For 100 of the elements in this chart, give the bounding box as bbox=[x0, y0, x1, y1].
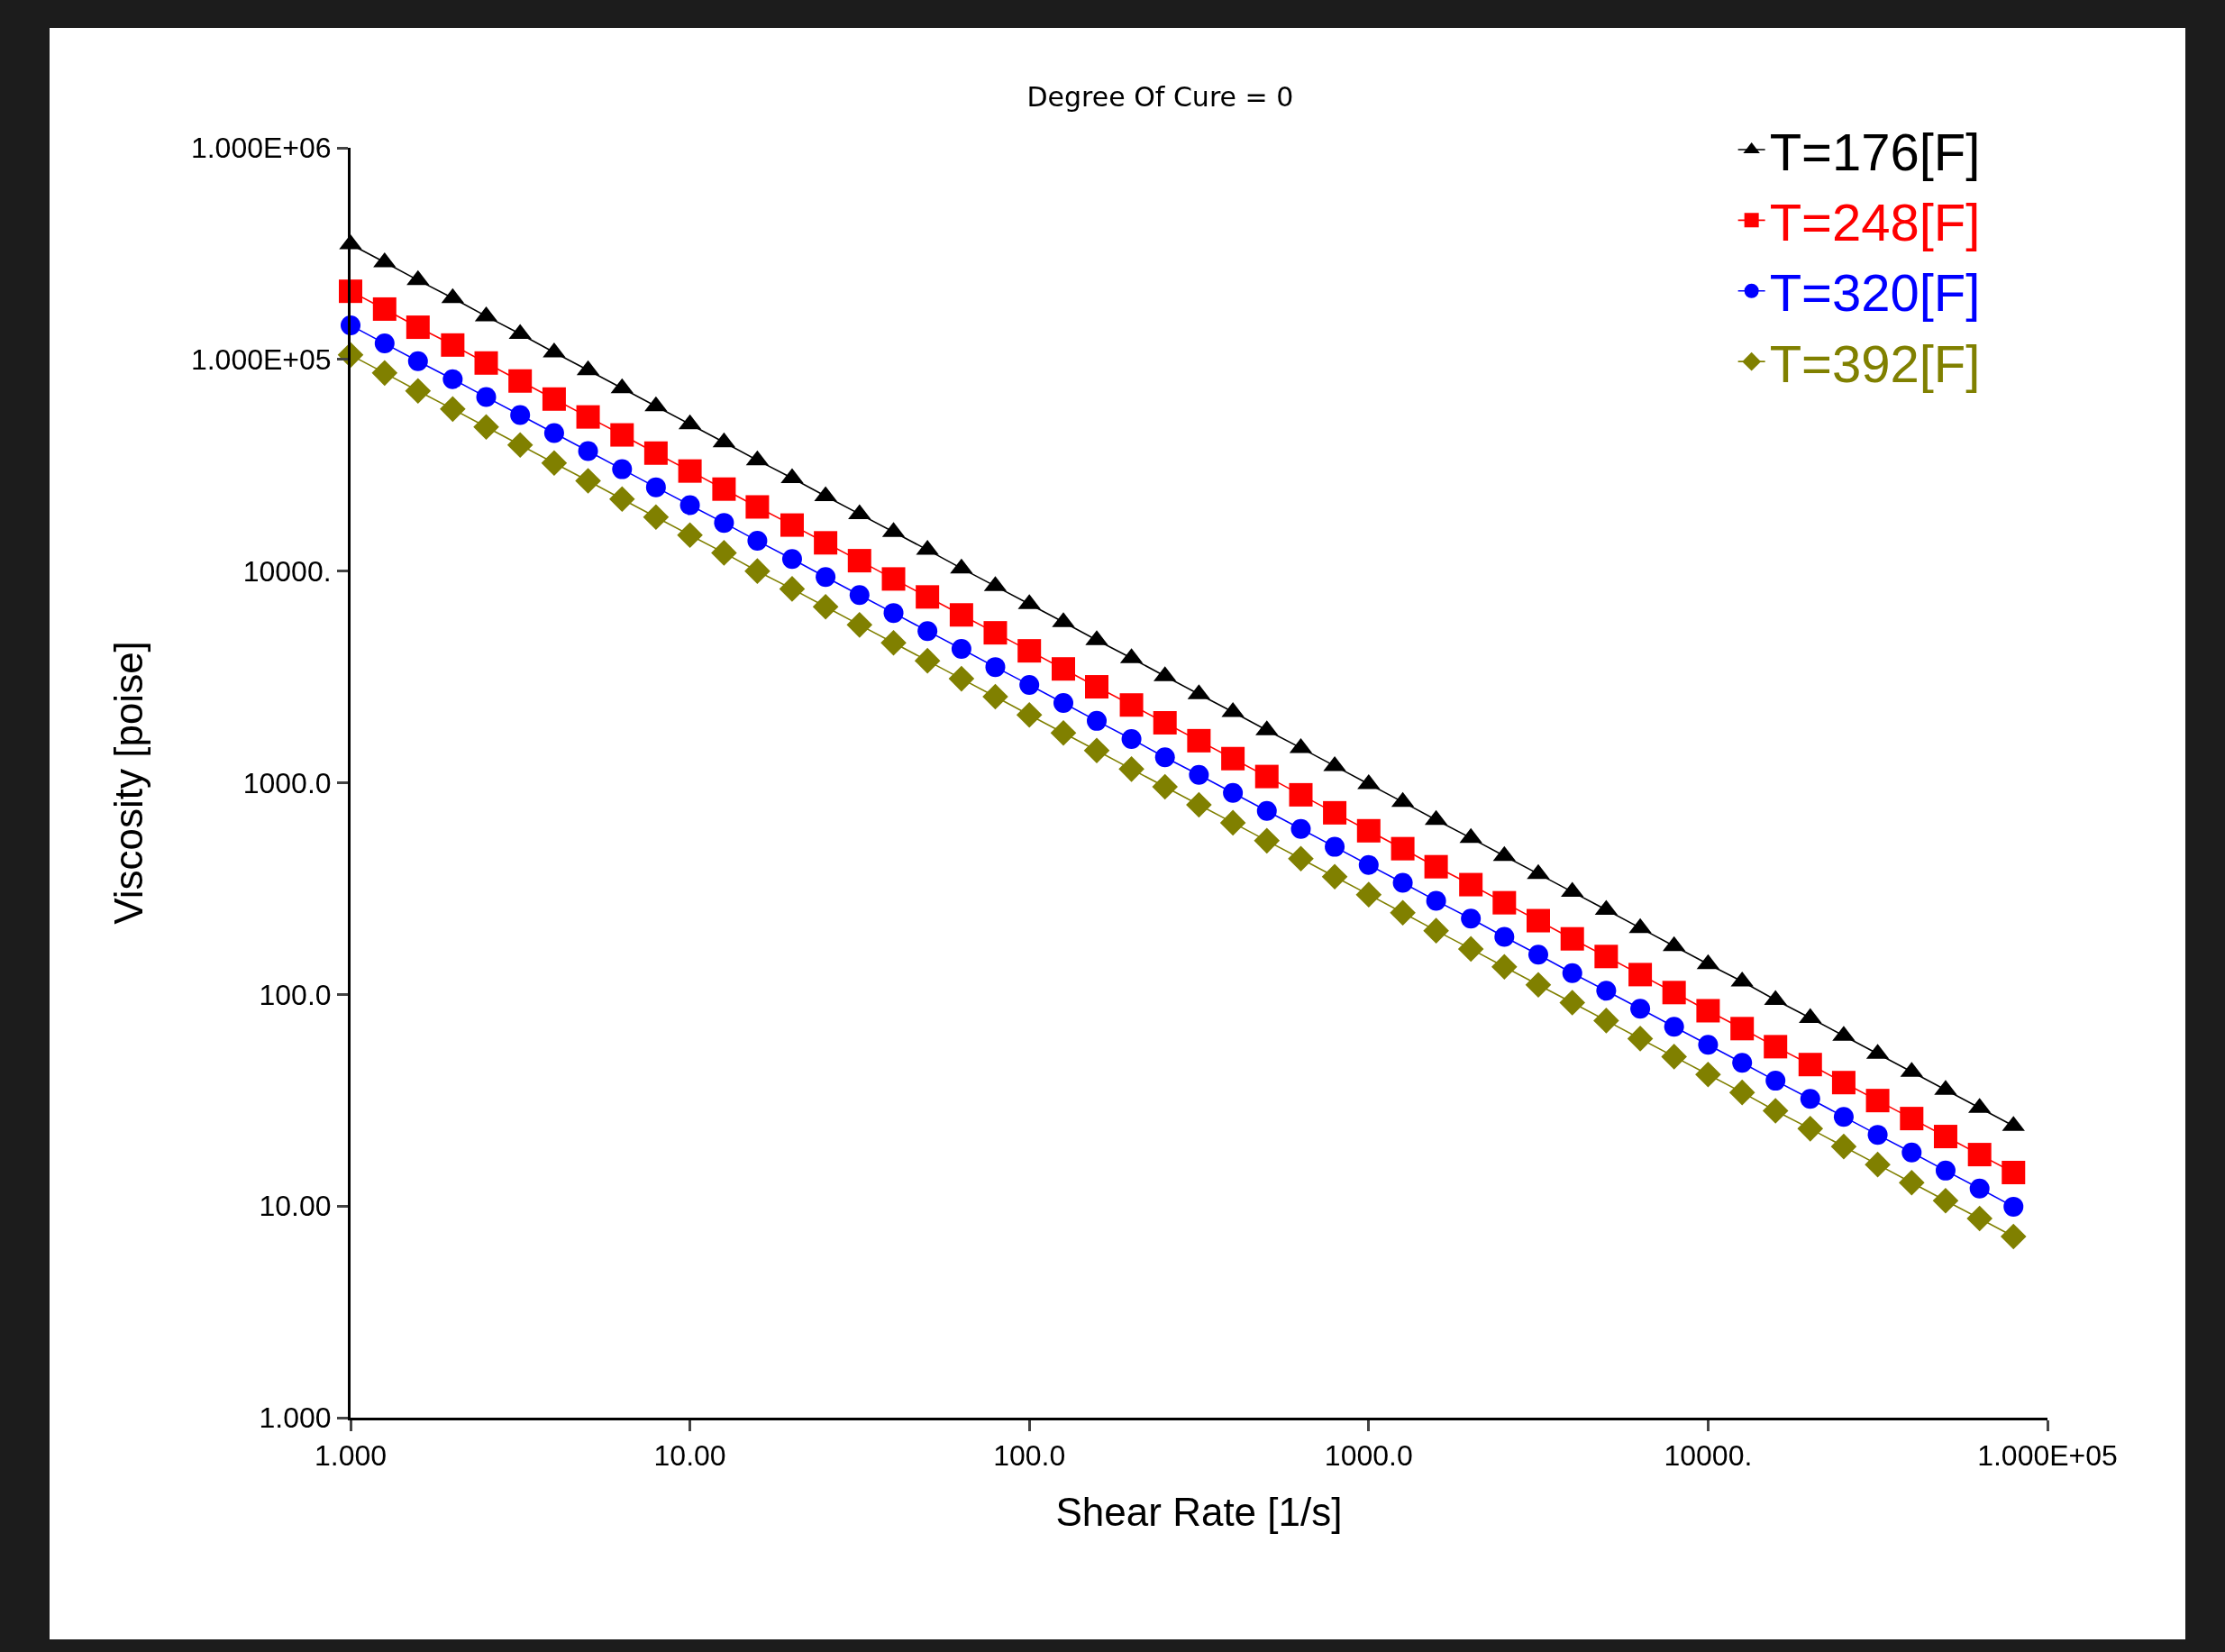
point bbox=[1798, 1053, 1822, 1077]
x-tick-label: 10000. bbox=[1664, 1439, 1753, 1473]
point bbox=[1966, 1205, 1992, 1232]
point bbox=[1695, 1061, 1721, 1088]
point bbox=[744, 558, 771, 584]
point bbox=[1728, 1079, 1755, 1106]
point bbox=[1492, 890, 1517, 915]
point bbox=[1833, 1107, 1854, 1127]
point bbox=[1153, 710, 1177, 735]
point bbox=[881, 567, 906, 591]
point bbox=[1050, 719, 1077, 746]
point bbox=[1935, 1160, 1956, 1181]
point bbox=[949, 603, 973, 627]
point bbox=[1698, 1035, 1719, 1055]
point bbox=[541, 450, 568, 477]
x-axis-title: Shear Rate [1/s] bbox=[1055, 1489, 1343, 1534]
point bbox=[1390, 899, 1416, 926]
point bbox=[473, 414, 499, 440]
point bbox=[948, 665, 975, 692]
x-tick-label: 1.000E+05 bbox=[1977, 1439, 2118, 1473]
point bbox=[1899, 1169, 1925, 1196]
point bbox=[1459, 872, 1483, 897]
point bbox=[714, 513, 734, 534]
point bbox=[1831, 1071, 1856, 1095]
y-tick-label: 10.00 bbox=[259, 1190, 332, 1223]
point bbox=[1933, 1125, 1957, 1149]
point bbox=[1119, 693, 1144, 717]
point bbox=[814, 531, 838, 555]
y-tick-label: 1.000E+06 bbox=[190, 132, 332, 165]
legend-label: T=176[F] bbox=[1769, 122, 1981, 181]
point bbox=[1967, 1143, 1992, 1167]
point bbox=[846, 612, 873, 638]
point bbox=[1358, 854, 1379, 875]
point bbox=[372, 297, 397, 321]
point bbox=[406, 315, 430, 340]
point bbox=[1087, 710, 1108, 731]
point bbox=[1254, 827, 1281, 854]
point bbox=[1457, 936, 1484, 963]
point bbox=[1494, 926, 1515, 947]
point bbox=[474, 351, 498, 375]
point bbox=[407, 351, 428, 371]
point bbox=[1323, 800, 1347, 825]
point bbox=[1426, 890, 1446, 911]
point bbox=[1083, 737, 1110, 764]
point bbox=[1423, 917, 1449, 944]
y-tick-label: 1.000E+05 bbox=[190, 343, 332, 377]
point bbox=[781, 549, 802, 570]
point bbox=[506, 432, 533, 459]
point bbox=[1762, 1098, 1789, 1124]
point bbox=[1865, 1089, 1890, 1113]
point bbox=[1017, 639, 1042, 663]
point bbox=[1664, 1017, 1684, 1037]
legend-label: T=392[F] bbox=[1769, 333, 1981, 393]
point bbox=[1053, 693, 1073, 714]
point bbox=[1288, 845, 1314, 872]
y-tick-label: 1000.0 bbox=[242, 766, 332, 799]
point bbox=[578, 441, 598, 461]
y-tick-label: 100.0 bbox=[259, 978, 332, 1011]
point bbox=[983, 621, 1008, 645]
x-tick-label: 1.000 bbox=[314, 1439, 388, 1473]
point bbox=[1901, 1142, 1922, 1163]
chart-title: Degree Of Cure = 0 bbox=[1026, 81, 1294, 114]
point bbox=[917, 621, 938, 642]
point bbox=[1800, 1089, 1820, 1109]
point bbox=[1797, 1116, 1824, 1142]
point bbox=[1900, 1107, 1924, 1131]
point bbox=[643, 441, 668, 465]
point bbox=[1223, 782, 1244, 803]
point bbox=[677, 522, 703, 548]
point bbox=[441, 333, 465, 357]
point bbox=[849, 585, 870, 606]
point bbox=[1189, 764, 1209, 785]
y-tick-label: 10000. bbox=[242, 554, 332, 588]
point bbox=[1186, 791, 1212, 818]
point bbox=[1325, 836, 1345, 857]
point bbox=[951, 638, 971, 659]
point bbox=[1527, 945, 1548, 965]
point bbox=[1016, 702, 1043, 728]
point bbox=[1356, 818, 1381, 843]
point bbox=[1219, 809, 1246, 836]
point bbox=[847, 549, 871, 573]
point bbox=[1932, 1187, 1959, 1214]
point bbox=[916, 585, 940, 609]
point bbox=[576, 405, 600, 429]
point bbox=[1392, 872, 1413, 893]
point bbox=[2002, 1160, 2026, 1184]
point bbox=[371, 360, 398, 387]
point bbox=[779, 576, 806, 602]
point bbox=[1085, 675, 1109, 699]
y-tick-label: 1.000 bbox=[259, 1401, 332, 1435]
point bbox=[812, 594, 839, 620]
point bbox=[678, 459, 702, 483]
point bbox=[2003, 1196, 2024, 1217]
point bbox=[1969, 1178, 1990, 1199]
point bbox=[1152, 773, 1179, 800]
point bbox=[1593, 1008, 1619, 1034]
point bbox=[612, 459, 633, 479]
legend-label: T=320[F] bbox=[1769, 263, 1981, 323]
point bbox=[1560, 926, 1584, 951]
point bbox=[643, 504, 670, 531]
